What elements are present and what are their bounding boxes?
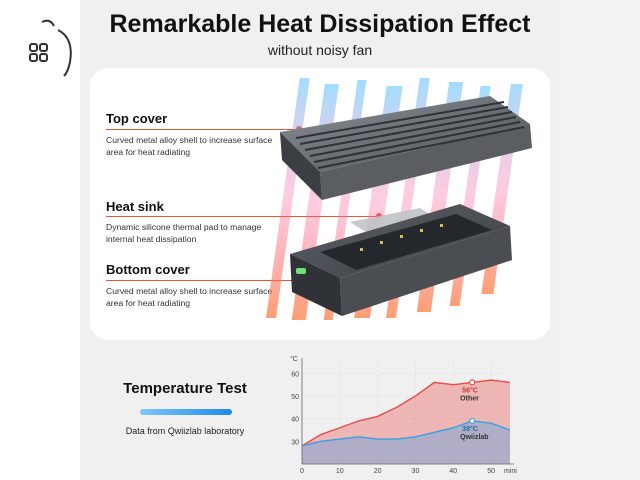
top-cover-leader (106, 129, 298, 130)
x-tick-label: 10 (336, 468, 344, 475)
top-cover-shell (280, 96, 532, 200)
heat-sink-leader (106, 216, 378, 217)
x-tick-label: 30 (412, 468, 420, 475)
x-tick-label: 20 (374, 468, 382, 475)
series-area-qwiizlab (302, 420, 510, 464)
right-margin (560, 0, 640, 480)
thermal-pad (350, 208, 442, 236)
series-value-label: 38°C (462, 425, 478, 433)
y-tick-label: 50 (291, 394, 299, 401)
series-area-other (302, 380, 510, 464)
temperature-gradient-bar (140, 409, 232, 415)
page-title: Remarkable Heat Dissipation Effect (109, 10, 531, 38)
brand-logo-icon (29, 19, 72, 77)
enclosure-exploded-illustration (265, 78, 532, 320)
series-marker-other (469, 379, 476, 386)
series-line-other (301, 379, 511, 447)
temperature-test-note: Data from Qwiizlab laboratory (125, 426, 245, 436)
left-margin (0, 0, 80, 480)
top-cover-title: Top cover (106, 111, 168, 126)
bottom-cover-shell (290, 204, 512, 316)
series-line-qwiizlab (301, 420, 511, 447)
y-tick-label: 30 (291, 439, 299, 446)
x-axis-unit: mini (504, 468, 517, 475)
series-name-label: Qwiizlab (460, 434, 488, 441)
y-axis-unit: °C (290, 355, 298, 363)
series-name-label: Other (460, 395, 479, 402)
y-tick-label: 60 (291, 371, 299, 378)
top-cover-desc: Curved metal alloy shell to increase sur… (106, 135, 273, 157)
y-tick-label: 40 (291, 417, 299, 424)
x-tick-label: 50 (487, 468, 495, 475)
x-tick-label: 40 (449, 468, 457, 475)
page-subtitle: without noisy fan (267, 42, 373, 58)
heat-sink-desc: Dynamic silicone thermal pad to manage i… (106, 222, 262, 244)
heat-sink-title: Heat sink (106, 199, 164, 214)
bottom-cover-title: Bottom cover (106, 262, 190, 277)
temperature-test-title: Temperature Test (123, 380, 247, 397)
bottom-cover-desc: Curved metal alloy shell to increase sur… (106, 286, 273, 308)
series-value-label: 56°C (462, 386, 478, 394)
bottom-cover-leader (106, 280, 298, 281)
series-marker-qwiizlab (469, 417, 476, 425)
x-tick-label: 0 (300, 468, 304, 475)
